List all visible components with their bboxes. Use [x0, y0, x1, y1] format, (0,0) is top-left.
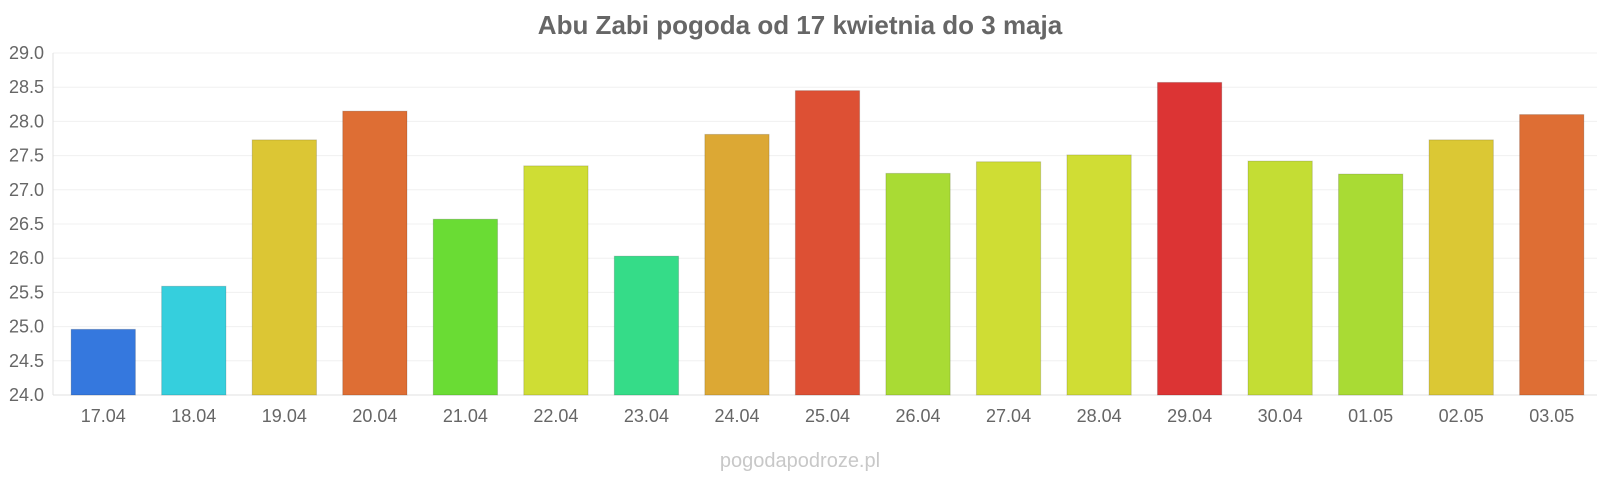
bar-30.04	[1247, 160, 1313, 396]
x-tick-label: 03.05	[1529, 406, 1574, 426]
bar-21.04	[432, 218, 499, 396]
x-tick-label: 23.04	[624, 406, 669, 426]
x-tick-label: 25.04	[805, 406, 850, 426]
y-tick-label: 24.5	[9, 351, 44, 371]
bar-27.04	[975, 161, 1042, 396]
x-tick-label: 30.04	[1258, 406, 1303, 426]
bar-28.04	[1066, 154, 1132, 396]
x-tick-label: 24.04	[714, 406, 759, 426]
x-tick-label: 26.04	[896, 406, 941, 426]
x-tick-label: 18.04	[171, 406, 216, 426]
x-tick-label: 02.05	[1439, 406, 1484, 426]
bar-03.05	[1519, 114, 1585, 396]
bar-22.04	[523, 165, 589, 396]
y-tick-label: 26.0	[9, 248, 44, 268]
watermark-text: pogodapodroze.pl	[719, 450, 881, 472]
x-tick-label: 21.04	[443, 406, 488, 426]
bar-25.04	[794, 90, 861, 396]
y-tick-label: 26.5	[9, 214, 44, 234]
y-tick-label: 24.0	[9, 385, 44, 405]
x-tick-label: 01.05	[1348, 406, 1393, 426]
y-tick-label: 27.5	[9, 146, 44, 166]
bar-29.04	[1156, 81, 1223, 396]
y-tick-label: 28.5	[9, 77, 44, 97]
y-tick-label: 25.0	[9, 317, 44, 337]
bar-23.04	[613, 255, 680, 396]
bars	[70, 81, 1585, 396]
x-tick-label: 28.04	[1077, 406, 1122, 426]
bar-18.04	[161, 285, 227, 396]
x-tick-labels: 17.04 18.04 19.04 20.04 21.04 22.04 23.04 24.04…	[81, 406, 1575, 426]
bar-01.05	[1338, 173, 1404, 396]
x-tick-label: 29.04	[1167, 406, 1212, 426]
bar-26.04	[885, 172, 951, 396]
bar-19.04	[251, 139, 317, 396]
y-tick-label: 27.0	[9, 180, 44, 200]
chart-title: Abu Zabi pogoda od 17 kwietnia do 3 maja	[537, 10, 1063, 40]
x-tick-label: 20.04	[352, 406, 397, 426]
y-tick-label: 29.0	[9, 43, 44, 63]
bar-02.05	[1428, 139, 1494, 396]
x-tick-label: 17.04	[81, 406, 126, 426]
y-tick-label: 25.5	[9, 282, 44, 302]
x-tick-label: 27.04	[986, 406, 1031, 426]
x-tick-label: 22.04	[533, 406, 578, 426]
bar-24.04	[704, 133, 770, 396]
bar-20.04	[342, 110, 408, 396]
y-tick-labels: 24.0 24.5 25.0 25.5 26.0 26.5 27.0 27.5 28.0 28.5…	[9, 43, 44, 405]
bar-17.04	[70, 328, 136, 396]
y-tick-label: 28.0	[9, 111, 44, 131]
x-tick-label: 19.04	[262, 406, 307, 426]
